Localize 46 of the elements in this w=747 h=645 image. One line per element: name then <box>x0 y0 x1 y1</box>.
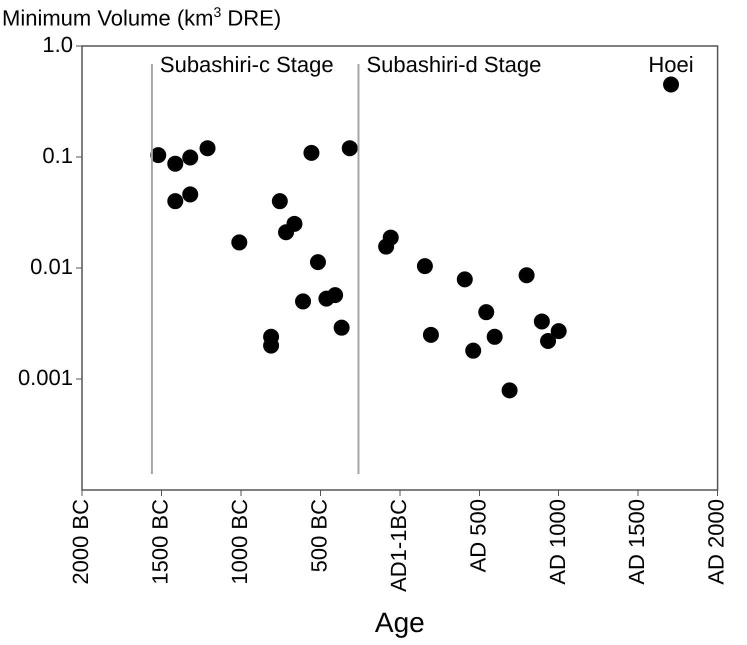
point <box>465 342 482 359</box>
point <box>182 149 198 166</box>
point <box>272 193 288 210</box>
point <box>486 328 503 345</box>
y-tick-label: 1.0 <box>42 32 73 58</box>
point <box>518 267 535 284</box>
y-tick-label: 0.001 <box>18 365 73 390</box>
x-tick-label: 500 BC <box>306 498 332 572</box>
point <box>167 193 184 210</box>
point <box>167 156 184 172</box>
x-tick-label: AD1-1BC <box>386 498 411 592</box>
point <box>502 382 518 398</box>
point <box>378 238 394 255</box>
x-axis-title: Age <box>374 606 425 638</box>
point <box>295 293 312 310</box>
x-tick-label: AD 1000 <box>544 499 570 585</box>
point <box>422 326 439 343</box>
annotation: Subashiri-d Stage <box>366 52 542 78</box>
point <box>540 332 556 349</box>
point <box>231 234 248 250</box>
x-tick-label: AD 500 <box>465 499 490 572</box>
y-tick-label: 0.1 <box>42 143 73 168</box>
annotation: Hoei <box>648 52 694 78</box>
y-tick-label: 0.01 <box>30 254 73 280</box>
point <box>456 271 473 288</box>
point <box>327 287 344 304</box>
point <box>200 140 216 156</box>
x-tick-label: 1500 BC <box>148 498 173 585</box>
point <box>286 216 302 232</box>
point <box>342 140 358 156</box>
point <box>663 76 680 92</box>
y-axis-title: Minimum Volume (km$^{3}$ DRE) <box>2 4 282 32</box>
point <box>310 254 326 270</box>
point <box>150 147 166 164</box>
point <box>334 320 350 336</box>
point <box>182 186 198 202</box>
x-tick-label: 1000 BC <box>226 498 252 585</box>
x-tick-label: AD 2000 <box>704 499 729 585</box>
annotation: Subashiri-c Stage <box>160 52 334 78</box>
point <box>534 313 550 330</box>
point <box>416 258 433 274</box>
x-tick-label: 2000 BC <box>68 498 94 585</box>
point <box>478 304 494 320</box>
x-tick-label: AD 1500 <box>624 499 650 585</box>
point <box>550 323 567 340</box>
point <box>303 144 320 161</box>
